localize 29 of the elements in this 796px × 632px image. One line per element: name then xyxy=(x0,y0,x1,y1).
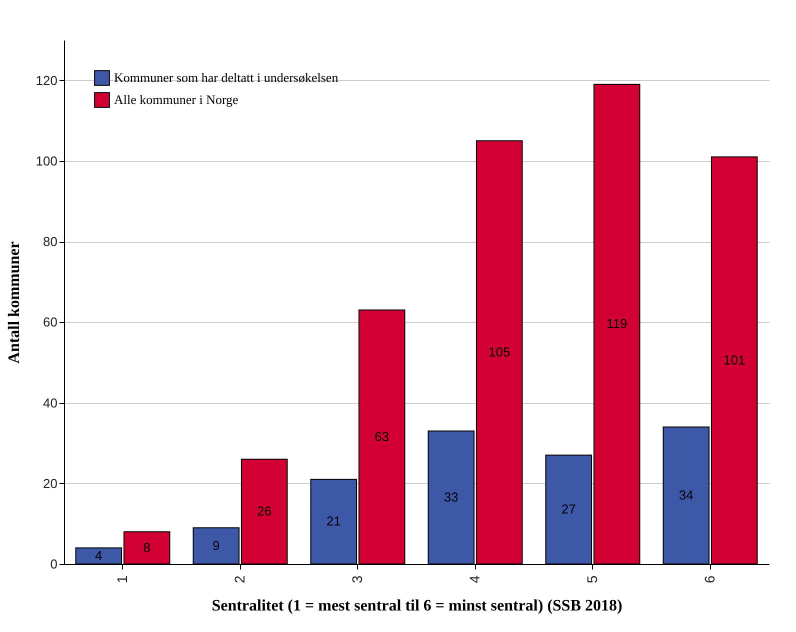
x-tick-label: 2 xyxy=(231,575,248,584)
legend-label: Kommuner som har deltatt i undersøkelsen xyxy=(114,70,339,85)
y-tick-label: 0 xyxy=(50,556,58,572)
x-tick-label: 5 xyxy=(584,575,600,584)
y-tick-label: 40 xyxy=(43,395,58,410)
x-axis-title: Sentralitet (1 = mest sentral til 6 = minst sentral) (SSB 2018) xyxy=(212,597,622,614)
data-label: 101 xyxy=(724,352,746,368)
y-tick-label: 20 xyxy=(43,476,58,491)
x-tick-label: 3 xyxy=(348,575,365,584)
y-tick-label: 60 xyxy=(43,314,58,330)
data-label: 63 xyxy=(374,429,390,444)
data-label: 26 xyxy=(257,504,272,519)
y-axis-title: Antall kommuner xyxy=(6,241,23,364)
data-label: 4 xyxy=(95,548,102,563)
x-tick-label: 1 xyxy=(114,575,130,584)
y-tick-label: 80 xyxy=(43,234,58,250)
legend-label: Alle kommuner i Norge xyxy=(114,92,239,107)
y-tick-label: 100 xyxy=(36,153,58,168)
data-label: 34 xyxy=(678,487,694,502)
data-label: 105 xyxy=(488,344,510,360)
data-label: 9 xyxy=(212,538,220,553)
data-label: 119 xyxy=(606,316,628,332)
data-label: 33 xyxy=(444,489,458,504)
y-tick-label: 120 xyxy=(36,72,58,88)
data-label: 21 xyxy=(326,514,341,529)
x-tick-label: 6 xyxy=(701,575,718,584)
data-label: 8 xyxy=(143,540,150,555)
x-tick-label: 4 xyxy=(466,575,482,584)
data-label: 27 xyxy=(561,502,576,517)
